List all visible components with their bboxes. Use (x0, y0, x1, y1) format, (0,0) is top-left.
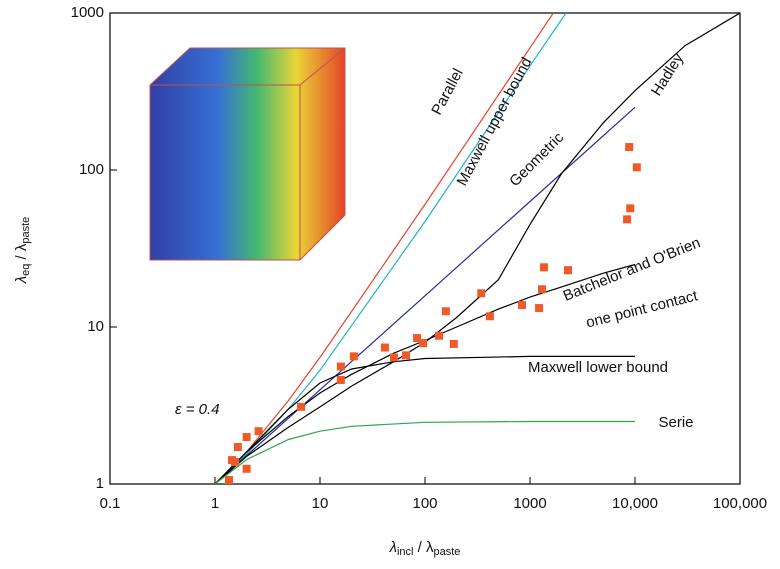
data-point (389, 353, 398, 362)
x-tick-label: 0.1 (100, 495, 121, 512)
x-tick-label: 100,000 (713, 495, 767, 512)
data-point (242, 464, 251, 473)
data-point (449, 339, 458, 348)
model-line (214, 13, 567, 484)
data-point (535, 304, 544, 313)
y-axis-label: λeq / λpaste (13, 217, 32, 285)
data-point (402, 351, 411, 360)
line-label: Geometric (506, 129, 567, 190)
data-point (419, 339, 428, 348)
data-point (225, 476, 234, 485)
data-point (242, 433, 251, 442)
data-point (540, 263, 549, 272)
y-tick-label: 100 (79, 161, 104, 178)
data-point (632, 163, 641, 172)
data-point (233, 443, 242, 452)
x-axis-label: λincl / λpaste (389, 539, 461, 558)
data-point (537, 285, 546, 294)
data-point (297, 402, 306, 411)
data-point (349, 352, 358, 361)
data-point (230, 458, 239, 467)
data-point (485, 312, 494, 321)
data-point (626, 204, 635, 213)
data-point (623, 215, 632, 224)
data-point (518, 301, 527, 310)
data-point (435, 331, 444, 340)
x-tick-label: 10,000 (612, 495, 658, 512)
y-tick-label: 10 (87, 318, 104, 335)
line-label: Maxwell lower bound (528, 359, 668, 376)
data-point (563, 266, 572, 275)
y-tick-label: 1000 (71, 4, 104, 21)
line-note: one point contact (584, 287, 700, 331)
data-point (625, 143, 634, 152)
x-tick-label: 100 (412, 495, 437, 512)
model-line (214, 420, 635, 484)
data-point (441, 307, 450, 316)
model-line (214, 13, 740, 484)
x-tick-label: 10 (312, 495, 329, 512)
data-point (380, 343, 389, 352)
x-tick-label: 1 (211, 495, 219, 512)
annotation: ε = 0.4 (175, 401, 220, 418)
line-label: Serie (658, 414, 693, 431)
y-tick-label: 1 (96, 475, 104, 492)
data-point (336, 375, 345, 384)
data-point (336, 362, 345, 371)
line-label: Parallel (428, 66, 466, 118)
inset-image (149, 47, 346, 261)
model-line (214, 355, 635, 484)
data-point (413, 334, 422, 343)
x-tick-label: 1000 (513, 495, 546, 512)
data-point (254, 427, 263, 436)
data-point (477, 289, 486, 298)
